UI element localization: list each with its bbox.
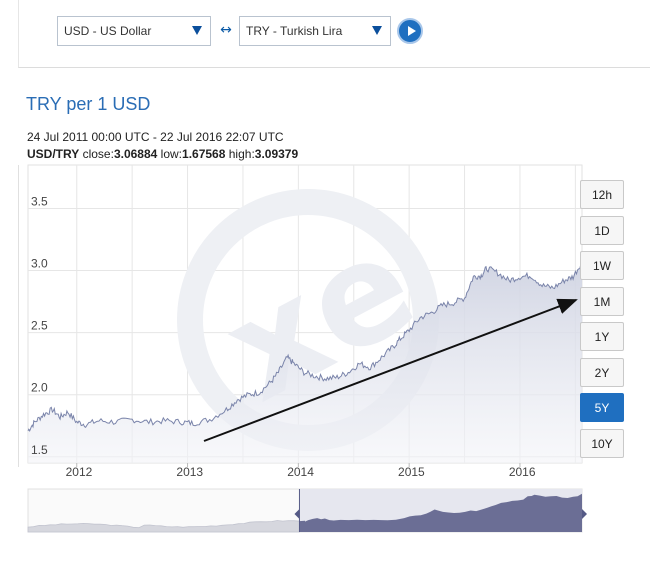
close-label: close: <box>82 147 114 161</box>
range-button-1m[interactable]: 1M <box>580 286 624 316</box>
high-value: 3.09379 <box>254 147 299 161</box>
pair-stats: USD/TRY close:3.06884 low:1.67568 high:3… <box>27 147 298 161</box>
range-button-1d[interactable]: 1D <box>580 215 624 245</box>
range-button-1w[interactable]: 1W <box>580 251 624 280</box>
x-tick-label: 2015 <box>398 465 425 479</box>
navigator-area-selected <box>299 493 582 532</box>
series-area <box>28 261 582 463</box>
trend-arrow <box>203 298 578 442</box>
x-tick-label: 2012 <box>66 465 93 479</box>
to-currency-select[interactable]: TRY - Turkish Lira <box>239 16 391 46</box>
low-value: 1.67568 <box>182 147 226 161</box>
from-currency-value: USD - US Dollar <box>64 24 152 38</box>
chevron-down-icon <box>372 26 382 35</box>
chevron-down-icon <box>192 26 202 35</box>
chart-left-border <box>18 165 19 467</box>
from-currency-select[interactable]: USD - US Dollar <box>57 16 211 46</box>
x-axis-labels: 2012 2013 2014 2015 2016 <box>66 463 536 479</box>
go-button[interactable] <box>397 18 423 44</box>
trend-arrow-line <box>203 298 578 442</box>
y-tick-label: 2.5 <box>31 319 48 333</box>
y-tick-label: 3.0 <box>31 257 48 271</box>
x-tick-label: 2014 <box>287 465 314 479</box>
series-line <box>27 261 583 433</box>
range-button-1y[interactable]: 1Y <box>580 322 624 351</box>
x-tick-label: 2016 <box>509 465 536 479</box>
pair-label: USD/TRY <box>27 147 80 161</box>
chart-title: TRY per 1 USD <box>26 94 151 114</box>
y-axis-labels: 1.5 2.0 2.5 3.0 3.5 <box>31 194 48 456</box>
range-button-5y[interactable]: 5Y <box>580 393 624 422</box>
to-currency-value: TRY - Turkish Lira <box>246 24 343 38</box>
navigator-right-handle <box>582 509 587 519</box>
x-tick-label: 2013 <box>176 465 203 479</box>
swap-arrows-icon[interactable]: ↔ <box>220 22 232 38</box>
navigator-left-handle <box>294 509 300 519</box>
navigator-area-unselected <box>27 520 300 533</box>
range-button-10y[interactable]: 10Y <box>580 428 624 458</box>
range-button-2y[interactable]: 2Y <box>580 357 624 387</box>
y-tick-label: 2.0 <box>31 381 48 395</box>
converter-bar: USD - US Dollar ↔ TRY - Turkish Lira <box>18 0 650 68</box>
range-button-12h[interactable]: 12h <box>580 180 624 209</box>
y-tick-label: 1.5 <box>31 443 48 457</box>
date-range: 24 Jul 2011 00:00 UTC - 22 Jul 2016 22:0… <box>27 130 284 144</box>
main-chart-plot <box>27 261 583 463</box>
close-value: 3.06884 <box>113 147 158 161</box>
low-label: low: <box>160 147 183 161</box>
navigator-chart <box>27 488 587 533</box>
high-label: high: <box>228 147 255 161</box>
play-icon <box>408 26 416 36</box>
y-tick-label: 3.5 <box>31 194 48 208</box>
